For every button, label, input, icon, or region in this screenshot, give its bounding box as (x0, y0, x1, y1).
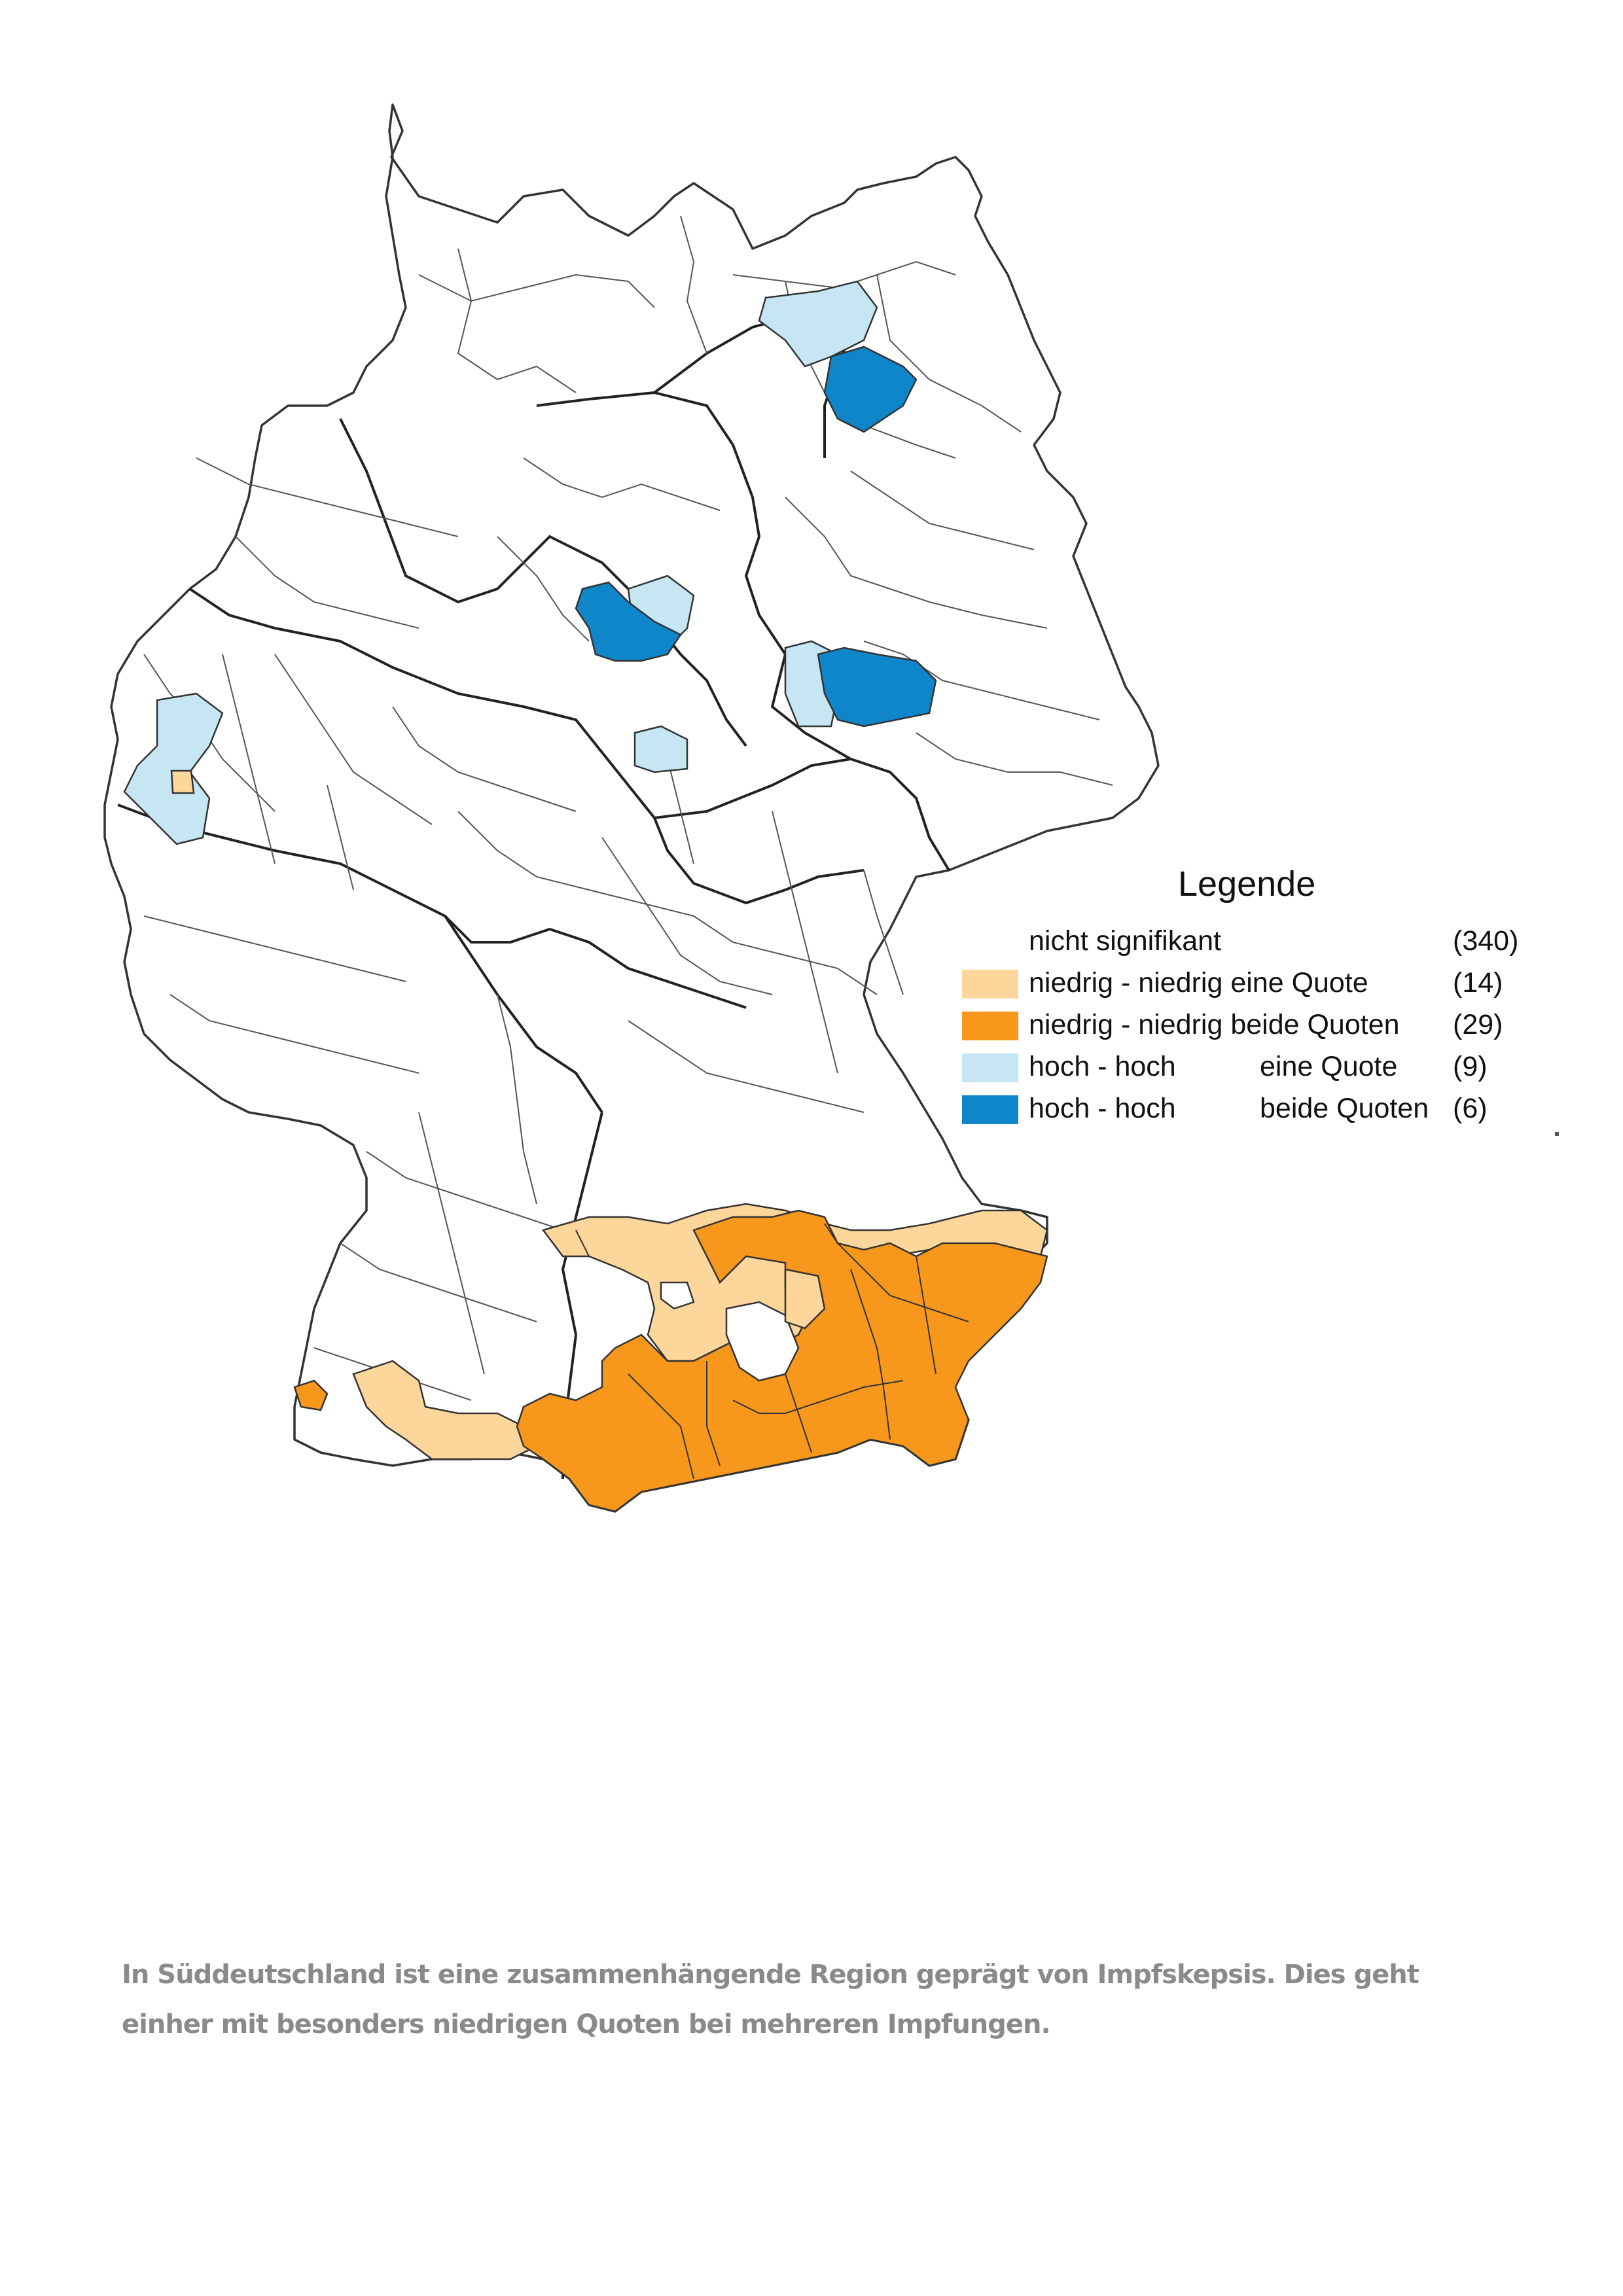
stray-dot (1555, 1132, 1559, 1136)
legend-count: (340) (1453, 925, 1519, 957)
legend-item-low-low-one: niedrig - niedrig eine Quote (14) (962, 964, 1564, 1005)
region-hoch-eine-north (758, 280, 878, 368)
legend-count: (6) (1453, 1093, 1488, 1124)
legend-swatch (962, 970, 1018, 998)
region-hoch-eine-west (123, 692, 224, 845)
legend-label: nicht signifikant (1029, 925, 1221, 957)
germany-district-map (103, 103, 1160, 1513)
legend-label: hoch - hoch (1029, 1093, 1176, 1124)
legend-swatch (962, 1053, 1018, 1082)
legend-sublabel: beide Quoten (1260, 1093, 1429, 1124)
region-hoch-beide-east (817, 646, 937, 728)
region-hoch-beide-central (575, 581, 682, 662)
region-niedrig-beide-southwest-small (293, 1379, 329, 1411)
legend-count: (9) (1453, 1051, 1488, 1082)
figure-caption: In Süddeutschland ist eine zusammenhänge… (122, 1960, 1419, 2040)
legend-label: hoch - hoch (1029, 1051, 1176, 1082)
district-grid (143, 215, 1113, 1401)
legend-count: (29) (1453, 1009, 1503, 1040)
legend-title: Legende (1178, 864, 1316, 904)
legend-item-high-high-one: hoch - hoch eine Quote (9) (962, 1048, 1564, 1089)
legend-label: niedrig - niedrig eine Quote (1029, 967, 1368, 998)
legend-item-low-low-both: niedrig - niedrig beide Quoten (29) (962, 1006, 1564, 1047)
legend-label: niedrig - niedrig beide Quoten (1029, 1009, 1400, 1040)
legend-swatch (962, 1095, 1018, 1124)
legend-sublabel: eine Quote (1260, 1051, 1398, 1082)
legend-swatch (962, 1012, 1018, 1040)
region-niedrig-eine-west (170, 769, 195, 794)
map-svg (103, 103, 1160, 1513)
region-hoch-eine-central-small (633, 725, 688, 773)
region-fills (123, 280, 1048, 1513)
legend-count: (14) (1453, 967, 1503, 998)
state-borders (117, 306, 950, 1479)
legend-item-not-significant: nicht signifikant (340) (962, 923, 1564, 963)
region-inner-lines (575, 1223, 969, 1479)
region-niedrig-eine-inner (784, 1268, 826, 1330)
region-hoch-beide-north (823, 345, 918, 433)
region-white-hole-2 (660, 1281, 695, 1310)
legend-swatch (962, 928, 1018, 957)
legend-item-high-high-both: hoch - hoch beide Quoten (6) (962, 1090, 1564, 1131)
